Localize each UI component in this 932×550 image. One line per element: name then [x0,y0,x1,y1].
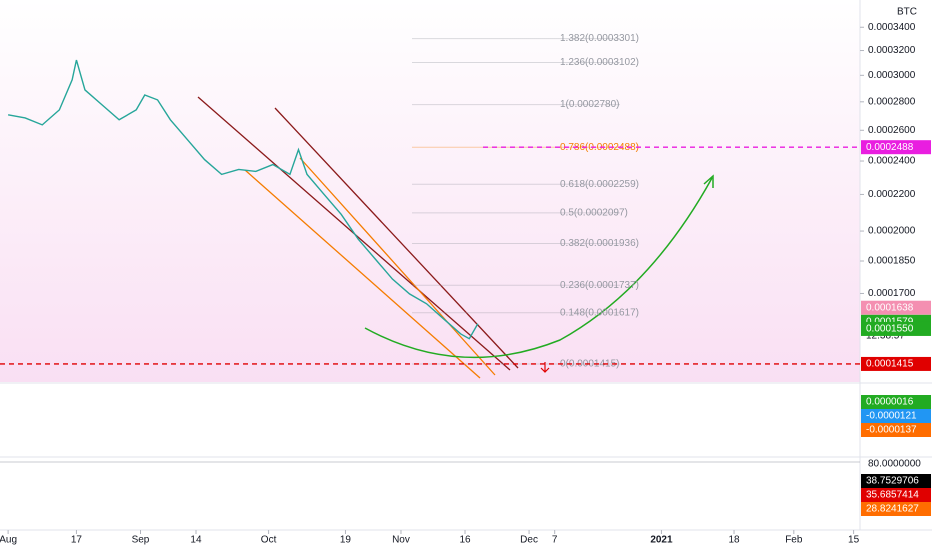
x-tick-label: 14 [190,535,202,546]
x-tick-label: 7 [552,535,558,546]
fib-label: 1.382(0.0003301) [560,33,639,44]
price-tag [861,356,931,371]
x-tick-label: Oct [261,535,277,546]
price-tag [861,140,931,155]
fib-label: 0.5(0.0002097) [560,207,628,218]
y-tick-label: 0.0001700 [868,288,916,299]
price-tag-label: 0.0002488 [866,142,914,153]
y-tick-label: 0.0002000 [868,226,916,237]
price-tag [861,321,931,336]
indicator-tag-label: 38.7529706 [866,476,919,487]
x-tick-label: 19 [340,535,352,546]
indicator-tag [861,409,931,423]
x-tick-label: 16 [459,535,471,546]
countdown: 12:38:57 [866,330,905,341]
price-tag-label: 0.0001550 [866,324,914,335]
indicator-tag [861,423,931,437]
currency-label: BTC [897,7,917,18]
indicator-tag [861,395,931,409]
y-tick-label: 0.0002600 [868,125,916,136]
indicator-tag-label: 28.8241627 [866,504,919,515]
x-tick-label: Sep [132,535,150,546]
x-tick-label: 15 [848,535,860,546]
x-tick-label: Aug [0,535,17,546]
rsi-level-label: 80.0000000 [868,459,921,470]
x-tick-label: 18 [728,535,740,546]
fib-label: 0.148(0.0001617) [560,307,639,318]
rsi-pane [0,458,860,530]
indicator-tag [861,488,931,502]
indicator-tag-label: -0.0000121 [866,411,917,422]
y-tick-label: 0.0003000 [868,70,916,81]
fib-label: 0.618(0.0002259) [560,179,639,190]
x-tick-label: Nov [392,535,410,546]
y-tick-label: 0.0002400 [868,156,916,167]
y-tick-label: 0.0003200 [868,45,916,56]
y-tick-label: 0.0002200 [868,189,916,200]
price-pane [0,0,860,382]
price-tag-label: 0.0001638 [866,302,914,313]
y-tick-label: 0.0003400 [868,22,916,33]
indicator-tag [861,474,931,488]
y-tick-label: 0.0001850 [868,256,916,267]
macd-pane [0,384,860,456]
fib-label: 0.382(0.0001936) [560,238,639,249]
y-tick-label: 0.0002800 [868,96,916,107]
x-tick-label: Feb [785,535,803,546]
x-tick-label: 2021 [650,535,673,546]
fib-label: 0.786(0.0002488) [560,142,639,153]
indicator-tag [861,502,931,516]
x-tick-label: Dec [520,535,538,546]
fib-label: 1(0.0002780) [560,99,620,110]
price-tag [861,300,931,315]
indicator-tag-label: -0.0000137 [866,425,917,436]
price-line [7,59,479,340]
fib-label: 0.236(0.0001737) [560,280,639,291]
x-tick-label: 17 [71,535,83,546]
indicator-tag-label: 35.6857414 [866,490,919,501]
price-tag-label: 0.0001415 [866,359,914,370]
fib-label: 1.236(0.0003102) [560,57,639,68]
indicator-tag-label: 0.0000016 [866,397,914,408]
